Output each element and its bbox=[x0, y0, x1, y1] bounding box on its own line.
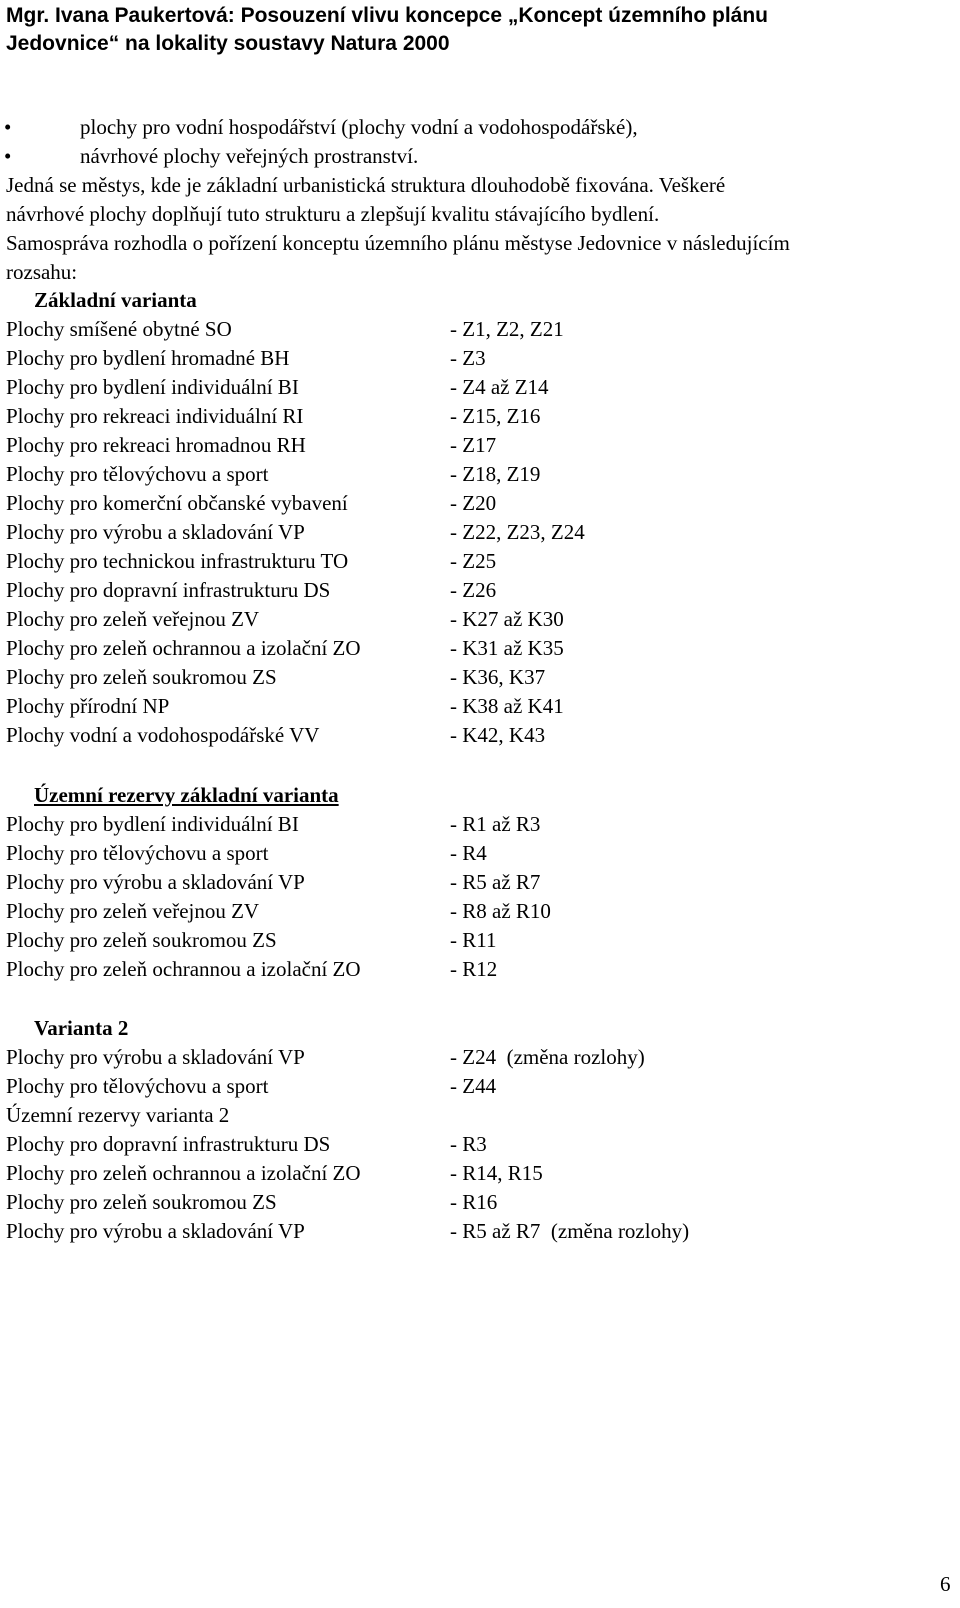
row-label: Plochy pro výrobu a skladování VP bbox=[6, 1219, 305, 1243]
row-value: - K27 až K30 bbox=[450, 607, 564, 631]
row-label: Plochy pro dopravní infrastrukturu DS bbox=[6, 578, 331, 602]
row-label: Plochy pro zeleň ochrannou a izolační ZO bbox=[6, 957, 361, 981]
row-value: - R4 bbox=[450, 841, 487, 865]
row-value: - Z22, Z23, Z24 bbox=[450, 520, 585, 544]
row-value: - Z44 bbox=[450, 1074, 497, 1098]
row-label: Plochy pro zeleň ochrannou a izolační ZO bbox=[6, 1161, 361, 1185]
row-label: Územní rezervy varianta 2 bbox=[6, 1103, 230, 1127]
row-label: Plochy pro dopravní infrastrukturu DS bbox=[6, 1132, 331, 1156]
bullet-text: návrhové plochy veřejných prostranství. bbox=[80, 144, 419, 168]
row-value: - R3 bbox=[450, 1132, 487, 1156]
row-label: Plochy pro bydlení hromadné BH bbox=[6, 346, 290, 370]
page-number: 6 bbox=[940, 1572, 951, 1596]
row-value: - Z3 bbox=[450, 346, 486, 370]
row-value: - R5 až R7 (změna rozlohy) bbox=[450, 1219, 690, 1243]
row-value: - K42, K43 bbox=[450, 723, 546, 747]
row-label: Plochy pro zeleň veřejnou ZV bbox=[6, 899, 260, 923]
table-row: Plochy pro zeleň veřejnou ZV - K27 až K30 bbox=[0, 605, 960, 634]
row-label: Plochy pro rekreaci individuální RI bbox=[6, 404, 304, 428]
row-label: Plochy pro tělovýchovu a sport bbox=[6, 841, 269, 865]
bullet-mark: • bbox=[4, 115, 12, 139]
row-value: - R16 bbox=[450, 1190, 498, 1214]
table-row: Plochy vodní a vodohospodářské VV - K42, … bbox=[0, 721, 960, 750]
table-row: Plochy pro zeleň ochrannou a izolační ZO… bbox=[0, 955, 960, 984]
row-value: - Z20 bbox=[450, 491, 497, 515]
row-label: Plochy pro zeleň ochrannou a izolační ZO bbox=[6, 636, 361, 660]
row-value: - K38 až K41 bbox=[450, 694, 564, 718]
paragraph-line: rozsahu: bbox=[6, 260, 78, 284]
table-row: Plochy pro výrobu a skladování VP - Z22, … bbox=[0, 518, 960, 547]
table-row: Plochy pro bydlení hromadné BH - Z3 bbox=[0, 344, 960, 373]
row-label: Plochy pro komerční občanské vybavení bbox=[6, 491, 348, 515]
table-row: Plochy pro zeleň soukromou ZS - R11 bbox=[0, 926, 960, 955]
row-value: - R12 bbox=[450, 957, 498, 981]
row-label: Plochy pro výrobu a skladování VP bbox=[6, 870, 305, 894]
table-row: Plochy pro tělovýchovu a sport - Z44 bbox=[0, 1072, 960, 1101]
row-label: Plochy pro výrobu a skladování VP bbox=[6, 520, 305, 544]
row-label: Plochy smíšené obytné SO bbox=[6, 317, 232, 341]
section-title: Základní varianta bbox=[34, 288, 197, 312]
table-row: Plochy přírodní NP - K38 až K41 bbox=[0, 692, 960, 721]
table-row: Plochy pro technickou infrastrukturu TO -… bbox=[0, 547, 960, 576]
row-value: - R5 až R7 bbox=[450, 870, 541, 894]
table-row: Plochy smíšené obytné SO - Z1, Z2, Z21 bbox=[0, 315, 960, 344]
row-value: - R1 až R3 bbox=[450, 812, 541, 836]
row-label: Plochy pro tělovýchovu a sport bbox=[6, 1074, 269, 1098]
header-line-2: Jedovnice“ na lokality soustavy Natura 2… bbox=[6, 32, 450, 55]
row-value: - Z17 bbox=[450, 433, 497, 457]
row-value: - Z26 bbox=[450, 578, 497, 602]
row-value: - R11 bbox=[450, 928, 497, 952]
row-label: Plochy pro rekreaci hromadnou RH bbox=[6, 433, 306, 457]
row-value: - R14, R15 bbox=[450, 1161, 543, 1185]
table-row: Plochy pro zeleň ochrannou a izolační ZO… bbox=[0, 634, 960, 663]
table-row: Plochy pro rekreaci individuální RI - Z15… bbox=[0, 402, 960, 431]
row-value: - K36, K37 bbox=[450, 665, 546, 689]
row-label: Plochy pro výrobu a skladování VP bbox=[6, 1045, 305, 1069]
row-value: - R8 až R10 bbox=[450, 899, 551, 923]
table-row: Plochy pro výrobu a skladování VP - R5 až… bbox=[0, 1217, 960, 1246]
row-value: - Z18, Z19 bbox=[450, 462, 541, 486]
row-label: Plochy pro zeleň veřejnou ZV bbox=[6, 607, 260, 631]
row-value: - Z4 až Z14 bbox=[450, 375, 549, 399]
table-row: Územní rezervy varianta 2 bbox=[0, 1101, 960, 1130]
table-row: Plochy pro zeleň ochrannou a izolační ZO… bbox=[0, 1159, 960, 1188]
row-label: Plochy vodní a vodohospodářské VV bbox=[6, 723, 320, 747]
table-row: Plochy pro bydlení individuální BI - R1 a… bbox=[0, 810, 960, 839]
header-line-1: Mgr. Ivana Paukertová: Posouzení vlivu k… bbox=[6, 4, 768, 27]
table-row: Plochy pro výrobu a skladování VP - Z24 (… bbox=[0, 1043, 960, 1072]
row-value: - Z25 bbox=[450, 549, 497, 573]
table-row: Plochy pro výrobu a skladování VP - R5 až… bbox=[0, 868, 960, 897]
row-label: Plochy pro bydlení individuální BI bbox=[6, 812, 299, 836]
table-row: Plochy pro zeleň soukromou ZS - K36, K37 bbox=[0, 663, 960, 692]
row-value: - Z15, Z16 bbox=[450, 404, 541, 428]
row-label: Plochy přírodní NP bbox=[6, 694, 170, 718]
document-header: Mgr. Ivana Paukertová: Posouzení vlivu k… bbox=[6, 2, 946, 58]
row-label: Plochy pro tělovýchovu a sport bbox=[6, 462, 269, 486]
row-value: - Z24 (změna rozlohy) bbox=[450, 1045, 645, 1069]
section-title: Územní rezervy základní varianta bbox=[34, 783, 339, 807]
row-value: - Z1, Z2, Z21 bbox=[450, 317, 564, 341]
bullet-mark: • bbox=[4, 144, 12, 168]
row-label: Plochy pro zeleň soukromou ZS bbox=[6, 928, 277, 952]
table-row: Plochy pro dopravní infrastrukturu DS - R… bbox=[0, 1130, 960, 1159]
row-label: Plochy pro technickou infrastrukturu TO bbox=[6, 549, 349, 573]
bullet-text: plochy pro vodní hospodářství (plochy vo… bbox=[80, 115, 638, 139]
row-label: Plochy pro bydlení individuální BI bbox=[6, 375, 299, 399]
row-value: - K31 až K35 bbox=[450, 636, 564, 660]
table-row: Plochy pro zeleň soukromou ZS - R16 bbox=[0, 1188, 960, 1217]
table-row: Plochy pro rekreaci hromadnou RH - Z17 bbox=[0, 431, 960, 460]
table-row: Plochy pro dopravní infrastrukturu DS - Z… bbox=[0, 576, 960, 605]
row-label: Plochy pro zeleň soukromou ZS bbox=[6, 665, 277, 689]
table-row: Plochy pro tělovýchovu a sport - Z18, Z19 bbox=[0, 460, 960, 489]
table-row: Plochy pro komerční občanské vybavení - Z… bbox=[0, 489, 960, 518]
row-label: Plochy pro zeleň soukromou ZS bbox=[6, 1190, 277, 1214]
table-row: Plochy pro tělovýchovu a sport - R4 bbox=[0, 839, 960, 868]
paragraph-line: návrhové plochy doplňují tuto strukturu … bbox=[6, 202, 660, 226]
paragraph-line: Jedná se městys, kde je základní urbanis… bbox=[6, 173, 726, 197]
table-row: Plochy pro zeleň veřejnou ZV - R8 až R10 bbox=[0, 897, 960, 926]
section-title: Varianta 2 bbox=[34, 1016, 129, 1040]
table-row: Plochy pro bydlení individuální BI - Z4 a… bbox=[0, 373, 960, 402]
paragraph-line: Samospráva rozhodla o pořízení konceptu … bbox=[6, 231, 790, 255]
